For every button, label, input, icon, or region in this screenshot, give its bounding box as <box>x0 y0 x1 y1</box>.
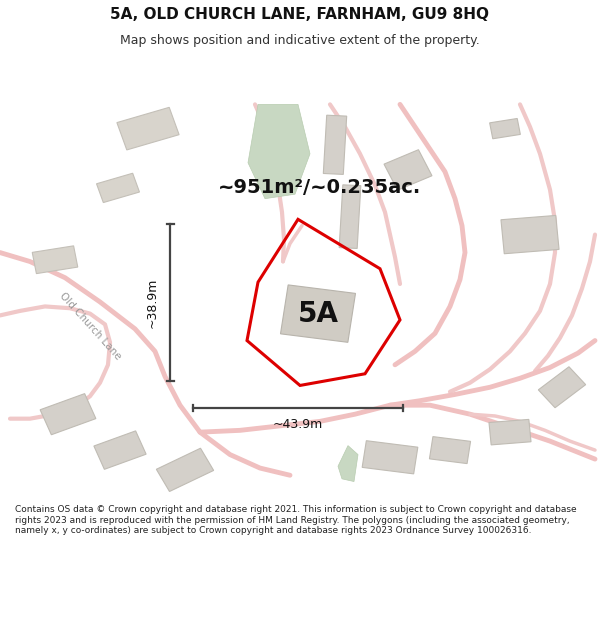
Text: 5A: 5A <box>298 299 338 328</box>
Text: Contains OS data © Crown copyright and database right 2021. This information is : Contains OS data © Crown copyright and d… <box>15 506 577 535</box>
Text: ~38.9m: ~38.9m <box>146 278 158 328</box>
Polygon shape <box>501 216 559 254</box>
Polygon shape <box>339 185 361 249</box>
Text: ~43.9m: ~43.9m <box>273 419 323 431</box>
Polygon shape <box>248 104 310 199</box>
Polygon shape <box>323 115 347 174</box>
Text: ~951m²/~0.235ac.: ~951m²/~0.235ac. <box>218 178 422 198</box>
Polygon shape <box>94 431 146 469</box>
Polygon shape <box>362 441 418 474</box>
Polygon shape <box>40 394 96 435</box>
Text: 5A, OLD CHURCH LANE, FARNHAM, GU9 8HQ: 5A, OLD CHURCH LANE, FARNHAM, GU9 8HQ <box>110 8 490 22</box>
Polygon shape <box>281 285 355 342</box>
Text: Map shows position and indicative extent of the property.: Map shows position and indicative extent… <box>120 34 480 47</box>
Polygon shape <box>157 448 214 491</box>
Polygon shape <box>338 446 358 481</box>
Polygon shape <box>97 173 139 203</box>
Polygon shape <box>538 367 586 408</box>
Polygon shape <box>384 150 432 190</box>
Polygon shape <box>117 107 179 150</box>
Polygon shape <box>490 119 520 139</box>
Polygon shape <box>32 246 78 274</box>
Polygon shape <box>489 419 531 445</box>
Polygon shape <box>430 437 470 464</box>
Text: Old Church Lane: Old Church Lane <box>58 291 122 362</box>
